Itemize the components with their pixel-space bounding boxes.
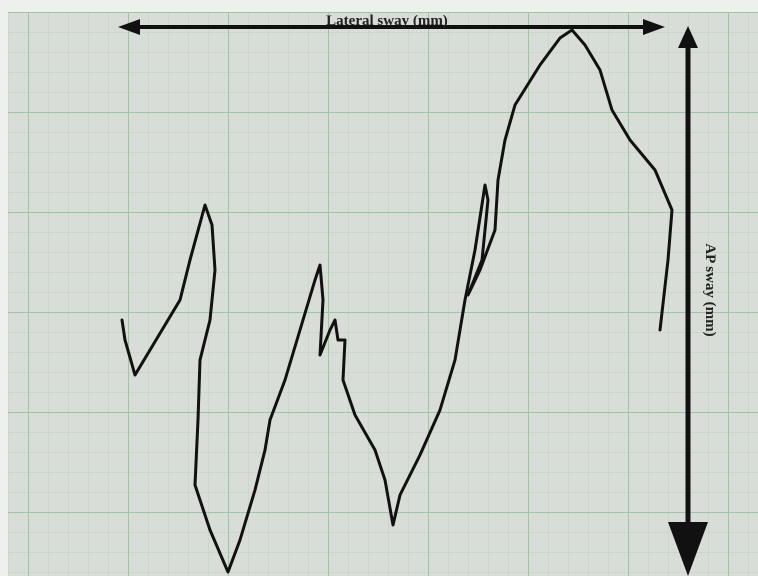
x-axis-label: Lateral sway (mm) bbox=[326, 13, 448, 29]
photo: Lateral sway (mm) AP sway (mm) bbox=[0, 0, 758, 576]
y-axis-label: AP sway (mm) bbox=[702, 243, 718, 336]
major-grid bbox=[8, 12, 758, 576]
page: {"annotations": {"x_axis_label": "Latera… bbox=[0, 0, 758, 576]
